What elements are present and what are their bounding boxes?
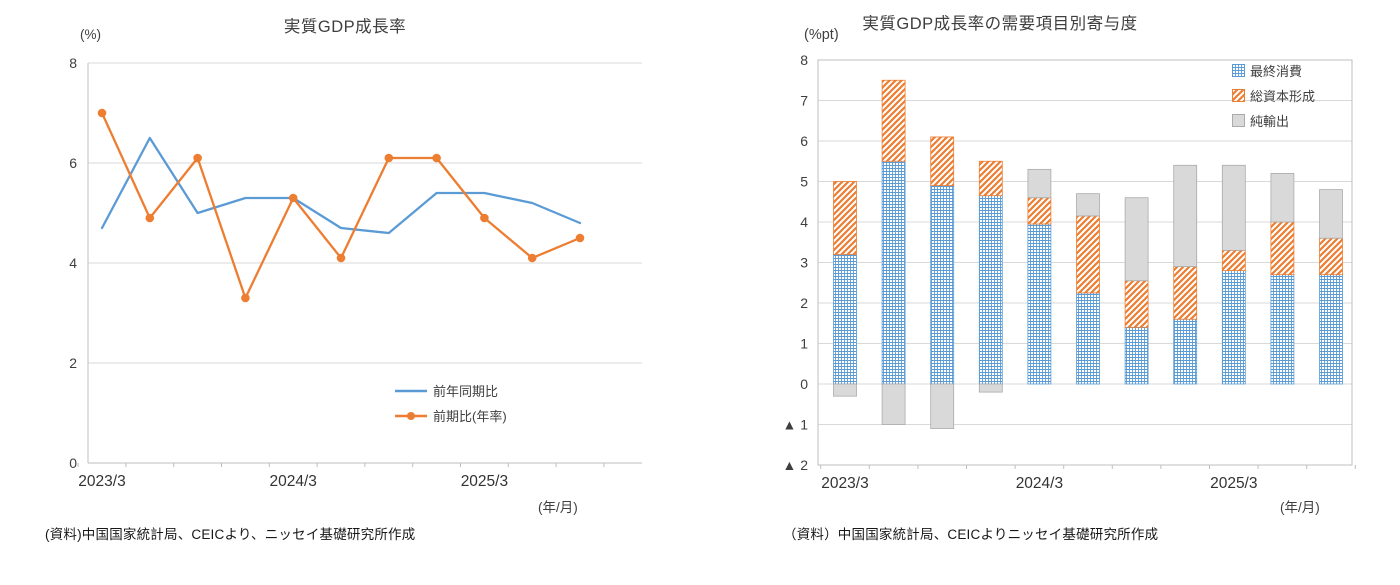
line-chart-source: (資料)中国国家統計局、CEICより、ニッセイ基礎研究所作成: [45, 527, 416, 542]
bar-chart-y-axis-unit: (%pt): [804, 27, 839, 43]
legend-label-net-exports: 純輸出: [1250, 114, 1290, 129]
svg-text:6: 6: [69, 155, 77, 171]
bar-chart-title: 実質GDP成長率の需要項目別寄与度: [862, 15, 1138, 33]
net-exports-swatch-icon: [1232, 114, 1245, 127]
line-chart-y-axis-unit: (%): [80, 27, 101, 42]
bar-chart-legend: 最終消費 総資本形成 純輸出: [1232, 61, 1315, 130]
svg-text:2025/3: 2025/3: [461, 473, 508, 490]
svg-text:▲ 2: ▲ 2: [782, 457, 808, 473]
bar-chart-x-axis-unit: (年/月): [1280, 500, 1320, 515]
svg-text:2025/3: 2025/3: [1210, 475, 1257, 492]
gdp-growth-line-chart-panel: 実質GDP成長率 (%) 0 2 4 6 8 2023/3 2024/3 2025/3 前年同…: [45, 18, 642, 542]
svg-text:8: 8: [800, 52, 808, 68]
svg-text:0: 0: [800, 376, 808, 392]
svg-text:4: 4: [69, 255, 77, 271]
legend-item-yoy: 前年同期比: [394, 381, 507, 400]
legend-label-capital: 総資本形成: [1250, 89, 1316, 104]
svg-text:2: 2: [69, 355, 77, 371]
consumption-swatch-icon: [1232, 64, 1245, 77]
svg-text:2024/3: 2024/3: [269, 473, 316, 490]
yoy-line-icon: [395, 389, 427, 392]
legend-label-consumption: 最終消費: [1250, 64, 1303, 79]
capital-formation-swatch-icon: [1232, 89, 1245, 102]
svg-text:2023/3: 2023/3: [78, 473, 125, 490]
line-chart-title: 実質GDP成長率: [283, 18, 407, 36]
svg-text:2: 2: [800, 295, 808, 311]
legend-item-capital: 総資本形成: [1232, 86, 1315, 105]
svg-text:8: 8: [69, 55, 77, 71]
svg-text:3: 3: [800, 255, 808, 271]
svg-text:0: 0: [69, 455, 77, 471]
legend-label-yoy: 前年同期比: [433, 384, 499, 399]
svg-text:2023/3: 2023/3: [821, 475, 868, 492]
legend-item-net-exports: 純輸出: [1232, 111, 1315, 130]
line-chart-legend: 前年同期比 前期比(年率): [394, 381, 507, 425]
legend-label-qoq: 前期比(年率): [433, 409, 507, 424]
line-chart-x-axis-unit: (年/月): [538, 500, 578, 515]
legend-item-qoq: 前期比(年率): [394, 406, 507, 425]
bar-chart-canvas: 8 7 6 5 4 3 2 1 0 ▲ 1 ▲ 2 2023/3 2024/3 2025/3: [782, 52, 1356, 492]
line-chart-canvas: 0 2 4 6 8 2023/3 2024/3 2025/3: [69, 55, 642, 490]
svg-text:7: 7: [800, 93, 808, 109]
qoq-line-marker-icon: [395, 411, 427, 420]
svg-text:5: 5: [800, 174, 808, 190]
bar-chart-source: （資料）中国国家統計局、CEICよりニッセイ基礎研究所作成: [783, 527, 1159, 542]
svg-text:4: 4: [800, 214, 808, 230]
svg-text:6: 6: [800, 133, 808, 149]
svg-text:1: 1: [800, 336, 808, 352]
svg-text:▲ 1: ▲ 1: [782, 417, 808, 433]
svg-text:2024/3: 2024/3: [1016, 475, 1063, 492]
gdp-contribution-bar-chart-panel: 実質GDP成長率の需要項目別寄与度 (%pt) 8 7 6 5 4 3 2 1 0 ▲ 1 ▲ 2 2…: [700, 0, 1400, 585]
legend-item-consumption: 最終消費: [1232, 61, 1315, 80]
